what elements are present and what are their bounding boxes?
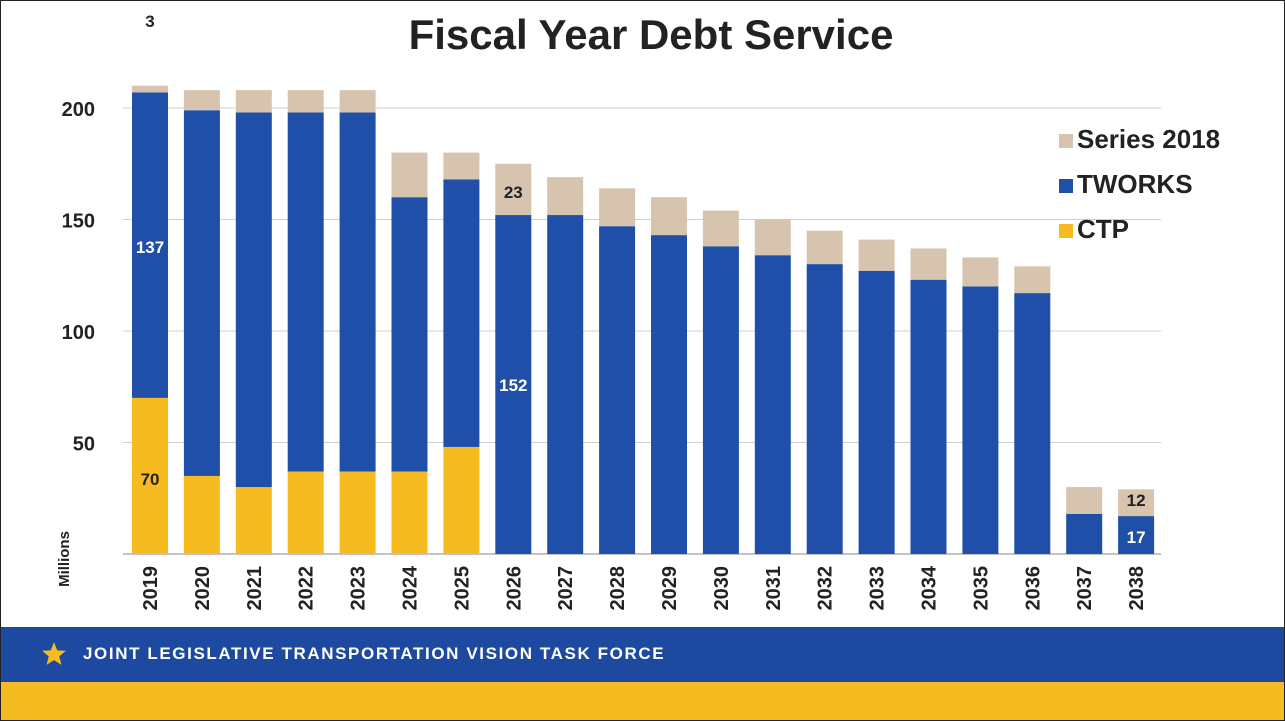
bar-series-2018-2038 [1118, 489, 1155, 517]
bar-tworks-2029 [651, 235, 687, 555]
bar-series-2018-2035 [962, 257, 999, 287]
y-tick-label: 150 [62, 211, 95, 233]
x-tick-label: 2019 [140, 566, 162, 611]
bar-ctp-2023 [339, 471, 376, 554]
y-tick-label: 200 [62, 99, 95, 121]
x-tick-label: 2031 [763, 566, 785, 611]
bar-series-2018-2022 [287, 90, 324, 113]
bar-series-2018-2032 [806, 230, 843, 265]
bar-tworks-2037 [1066, 513, 1103, 554]
stacked-bar-chart: 50 100 150 200 Millions 2019 2020 2021 2022 2023 2… [56, 12, 1220, 611]
bar-series-2018-2021 [235, 90, 272, 113]
bar-tworks-2033 [858, 270, 895, 554]
legend-label: TWORKS [1077, 169, 1193, 199]
y-tick-label: 100 [62, 322, 95, 344]
bar-series-2018-2033 [858, 239, 895, 271]
legend-swatch [1059, 224, 1073, 238]
bar-series-2018-2031 [754, 219, 791, 256]
legend-swatch [1059, 134, 1073, 148]
bar-tworks-2025 [443, 179, 480, 447]
x-tick-label: 2023 [348, 566, 370, 611]
bar-tworks-2022 [287, 112, 324, 472]
data-label: 23 [504, 183, 523, 202]
bar-ctp-2024 [391, 471, 428, 554]
x-tick-label: 2032 [815, 566, 837, 611]
bar-tworks-2027 [547, 215, 584, 555]
bar-series-2018-2030 [702, 210, 739, 247]
bar-tworks-2023 [339, 112, 376, 472]
x-tick-label: 2024 [400, 565, 422, 610]
bar-tworks-2035 [962, 286, 999, 554]
bar-ctp-2020 [183, 475, 220, 554]
data-label: 3 [145, 12, 154, 31]
bar-tworks-2032 [806, 264, 843, 554]
legend-label: Series 2018 [1077, 124, 1220, 154]
bar-series-2018-2029 [651, 197, 687, 236]
bar-tworks-2020 [183, 110, 220, 476]
bar-series-2018-2036 [1014, 266, 1051, 294]
x-tick-label: 2034 [919, 565, 941, 610]
bar-series-2018-2026 [495, 163, 532, 216]
bar-series-2018-2037 [1066, 487, 1103, 514]
bar-tworks-2024 [391, 197, 428, 472]
bar-series-2018-2020 [183, 90, 220, 111]
footer-stripe [1, 682, 1284, 720]
star-icon [42, 642, 66, 665]
data-label: 12 [1127, 491, 1146, 510]
bar-tworks-2036 [1014, 293, 1051, 554]
x-tick-label: 2027 [555, 566, 577, 611]
x-tick-label: 2035 [970, 566, 992, 611]
bar-tworks-2028 [599, 226, 636, 554]
x-tick-label: 2036 [1022, 566, 1044, 611]
x-tick-label: 2022 [296, 566, 318, 611]
bar-ctp-2021 [235, 487, 272, 554]
bar-tworks-2031 [754, 255, 791, 554]
x-tick-label: 2033 [867, 566, 889, 611]
data-label: 152 [499, 376, 527, 395]
bar-series-2018-2034 [910, 248, 947, 280]
x-tick-label: 2026 [503, 566, 525, 611]
bar-tworks-2026 [495, 215, 532, 555]
bar-series-2018-2028 [599, 188, 636, 227]
footer-text: JOINT LEGISLATIVE TRANSPORTATION VISION … [83, 644, 666, 663]
bar-ctp-2022 [287, 471, 324, 554]
chart-title: Fiscal Year Debt Service [408, 11, 894, 58]
x-tick-label: 2030 [711, 566, 733, 611]
y-axis-label: Millions [56, 531, 73, 587]
bar-series-2018-2027 [547, 177, 584, 216]
bar-series-2018-2024 [391, 152, 428, 198]
bar-tworks-2021 [235, 112, 272, 488]
data-label: 137 [136, 238, 164, 257]
bar-ctp-2025 [443, 446, 480, 554]
bar-ctp-2019 [132, 397, 168, 554]
bar-series-2018-2023 [339, 90, 376, 113]
x-tick-label: 2021 [244, 566, 266, 611]
y-tick-label: 50 [73, 434, 95, 456]
footer-band: JOINT LEGISLATIVE TRANSPORTATION VISION … [1, 627, 1284, 682]
x-tick-label: 2028 [607, 566, 629, 611]
x-tick-label: 2025 [451, 566, 473, 611]
x-tick-label: 2029 [659, 566, 681, 611]
data-label: 17 [1127, 528, 1146, 547]
bar-tworks-2038 [1118, 516, 1155, 554]
bar-tworks-2019 [132, 92, 168, 398]
bar-tworks-2030 [702, 246, 739, 554]
bar-tworks-2034 [910, 279, 947, 554]
x-tick-label: 2020 [192, 566, 214, 611]
bar-series-2018-2025 [443, 152, 480, 180]
legend-label: CTP [1077, 214, 1129, 244]
bar-series-2018-2019 [132, 85, 168, 93]
legend-swatch [1059, 179, 1073, 193]
data-label: 70 [141, 470, 160, 489]
x-tick-label: 2037 [1074, 566, 1096, 611]
x-tick-label: 2038 [1126, 566, 1148, 611]
